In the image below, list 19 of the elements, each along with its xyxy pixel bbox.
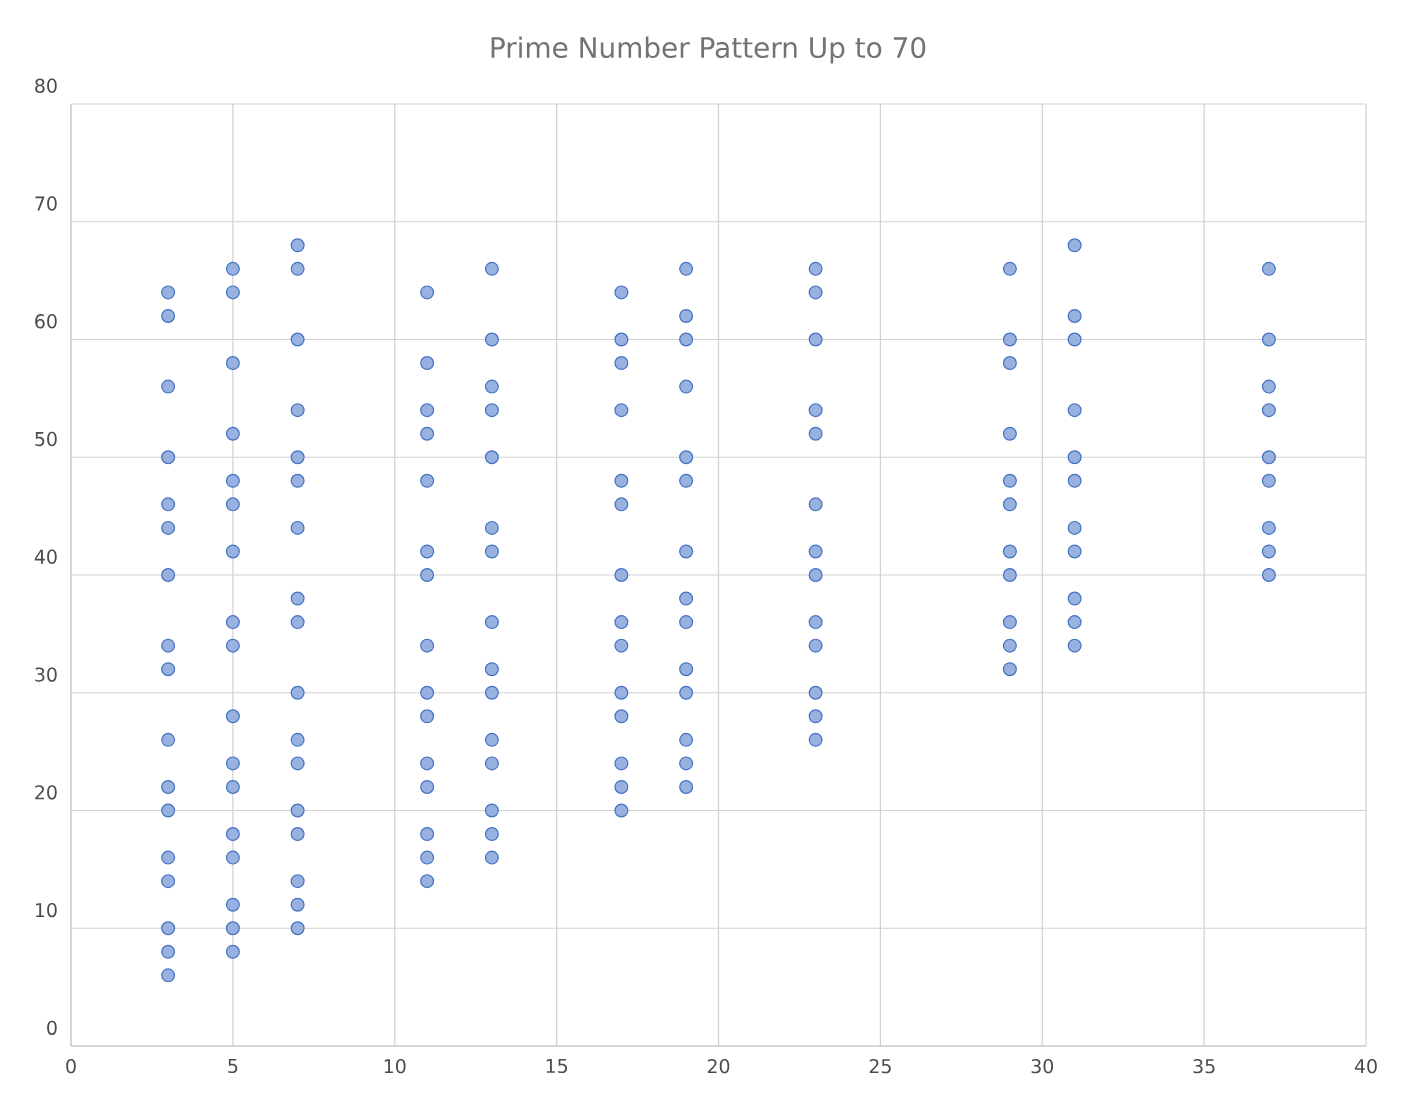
x-tick-label: 15 — [546, 1059, 568, 1074]
x-tick-label: 10 — [384, 1059, 406, 1074]
x-tick-label: 30 — [1031, 1059, 1054, 1074]
y-tick-label: 70 — [35, 196, 57, 211]
x-tick-label: 25 — [869, 1059, 891, 1074]
x-tick-label: 35 — [1193, 1059, 1215, 1074]
y-tick-label: 30 — [35, 667, 57, 682]
x-tick-label: 5 — [228, 1059, 238, 1074]
x-tick-label: 0 — [66, 1059, 76, 1074]
x-tick-label: 40 — [1354, 1059, 1377, 1074]
y-tick-label: 60 — [35, 314, 57, 329]
y-tick-label: 0 — [47, 1020, 57, 1035]
y-tick-label: 20 — [35, 785, 57, 800]
y-tick-label: 80 — [35, 78, 57, 93]
y-tick-label: 50 — [35, 431, 57, 447]
y-tick-label: 10 — [35, 902, 57, 918]
x-tick-label: 20 — [707, 1059, 730, 1074]
chart-title: Prime Number Pattern Up to 70 — [491, 36, 926, 64]
y-tick-label: 40 — [34, 549, 57, 564]
